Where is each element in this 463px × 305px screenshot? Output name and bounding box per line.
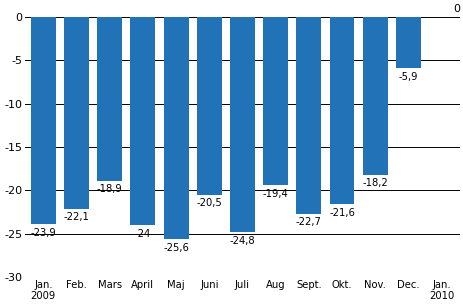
Bar [64, 17, 89, 209]
Bar [97, 17, 122, 181]
Bar [31, 17, 56, 224]
Bar [263, 17, 288, 185]
Text: -18,2: -18,2 [362, 178, 387, 188]
Text: -20,5: -20,5 [196, 198, 222, 208]
Bar [296, 17, 320, 214]
Text: -21,6: -21,6 [328, 208, 354, 218]
Bar [329, 17, 354, 204]
Text: -18,9: -18,9 [97, 185, 122, 194]
Bar [196, 17, 221, 195]
Text: -24,8: -24,8 [229, 235, 255, 246]
Bar [362, 17, 387, 175]
Text: 0: 0 [452, 4, 459, 14]
Text: -19,4: -19,4 [262, 189, 288, 199]
Text: -22,1: -22,1 [63, 212, 89, 222]
Text: -22,7: -22,7 [295, 217, 321, 228]
Text: -24: -24 [134, 229, 150, 239]
Text: -25,6: -25,6 [163, 242, 188, 253]
Bar [230, 17, 254, 232]
Text: -5,9: -5,9 [398, 72, 417, 82]
Bar [163, 17, 188, 239]
Bar [130, 17, 155, 225]
Bar [395, 17, 420, 68]
Text: -23,9: -23,9 [31, 228, 56, 238]
